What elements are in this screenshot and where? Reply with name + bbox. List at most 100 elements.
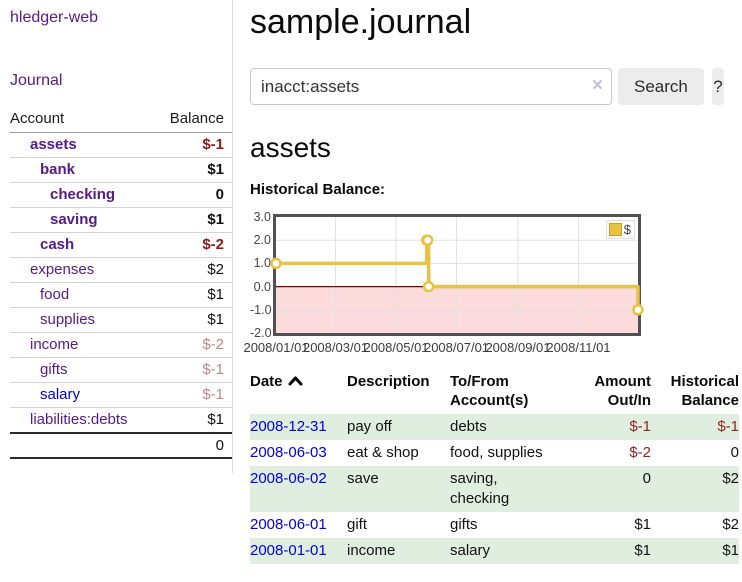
page-title: sample.journal [250,3,472,41]
search-bar: × Search ? [250,68,724,105]
account-balance: $1 [207,411,224,428]
register-accounts-cell: debts [450,418,487,435]
account-link-checking[interactable]: checking [50,186,116,203]
register-date-cell: 2008-06-03 [250,440,347,466]
column-header-date[interactable]: Date [250,370,347,414]
register-date-cell: 2008-01-01 [250,538,347,564]
register-row: 2008-12-31 pay off debts $-1 $-1 [250,414,739,440]
register-accounts-cell: gifts [450,516,478,533]
register-description-cell: save [347,470,379,487]
account-link-income[interactable]: income [30,336,79,353]
register-description-cell: income [347,542,396,559]
account-row: gifts $-1 [10,358,232,383]
account-balance: $1 [207,161,224,178]
y-tick-label: -1.0 [250,302,272,317]
account-heading: assets [250,132,331,163]
chart-plot-area[interactable]: $ [270,214,644,336]
column-header-description: Description [347,373,430,390]
accounts-table-header: Account Balance [10,107,232,133]
account-balance: $-1 [202,136,224,153]
register-description-cell: pay off [347,418,392,435]
account-row: expenses $2 [10,258,232,283]
x-tick-label: 2008/05/01 [363,340,429,355]
clear-search-icon[interactable]: × [591,75,603,96]
account-link-liabilities-debts[interactable]: liabilities:debts [30,411,128,428]
page: hledger-web Journal Account Balance asse… [0,0,739,564]
sidebar: hledger-web Journal Account Balance asse… [0,0,233,473]
accounts-total-value: 0 [215,437,224,454]
account-row: assets $-1 [10,133,232,158]
register-table: Date Description To/From Account(s) Amou… [250,370,739,564]
app-title-link[interactable]: hledger-web [10,9,99,26]
account-rows: assets $-1 bank $1 checking 0 saving $1 cash $-2 e… [10,133,232,433]
transaction-date-link[interactable]: 2008-06-01 [250,516,327,533]
help-button[interactable]: ? [711,68,724,105]
accounts-total-row: 0 [10,432,232,459]
historical-balance-chart: 3.0 2.0 1.0 0.0 -1.0 -2.0 $ 2008/01/01 2008/03… [243,207,724,355]
transaction-date-link[interactable]: 2008-06-03 [250,444,327,461]
register-row: 2008-06-01 gift gifts $1 $2 [250,512,739,538]
transaction-date-link[interactable]: 2008-06-02 [250,470,327,487]
account-link-salary[interactable]: salary [40,386,81,403]
register-balance-cell: $2 [722,470,739,487]
register-accounts-cell: food, supplies [450,444,543,461]
account-link-saving[interactable]: saving [50,211,98,228]
account-balance: $-2 [202,236,224,253]
register-amount-cell: $1 [634,516,651,533]
account-balance: $-2 [202,336,224,353]
register-balance-cell: $1 [722,542,739,559]
x-tick-label: 2008/03/01 [302,340,369,355]
register-description-cell: eat & shop [347,444,419,461]
register-balance-cell: $2 [722,516,739,533]
account-row: salary $-1 [10,383,232,408]
account-balance: $1 [207,311,224,328]
y-tick-label: -2.0 [250,326,272,340]
account-link-assets[interactable]: assets [30,136,77,153]
account-link-supplies[interactable]: supplies [40,311,96,328]
account-row: food $1 [10,283,232,308]
column-header-amount: Amount Out/In [594,373,651,409]
y-tick-label: 0.0 [253,279,271,294]
account-link-gifts[interactable]: gifts [40,361,68,378]
account-row: income $-2 [10,333,232,358]
account-row: cash $-2 [10,233,232,258]
x-tick-label: 2008/11/01 [546,340,611,355]
account-balance: $-1 [202,386,224,403]
sidebar-item-journal[interactable]: Journal [10,72,63,89]
y-tick-label: 2.0 [253,233,271,248]
account-row: supplies $1 [10,308,232,333]
account-row: liabilities:debts $1 [10,408,232,433]
x-tick-label: 2008/09/01 [485,340,551,355]
account-link-cash[interactable]: cash [40,236,75,253]
search-input[interactable] [250,68,612,105]
register-amount-cell: $-2 [629,444,651,461]
y-tick-label: 1.0 [253,256,271,271]
register-date-cell: 2008-06-01 [250,512,347,538]
legend-label: $ [623,222,631,237]
balance-column-header: Balance [169,110,224,127]
register-balance-cell: $-1 [717,418,739,435]
account-balance: 0 [215,186,224,203]
register-amount-cell: $-1 [629,418,651,435]
main-content: sample.journal × Search ? assets Histori… [243,0,739,564]
chart-title: Historical Balance: [250,181,386,198]
transaction-date-link[interactable]: 2008-01-01 [250,542,327,559]
column-header-accounts: To/From Account(s) [450,373,529,409]
register-accounts-cell: salary [450,542,491,559]
search-button[interactable]: Search [618,68,704,105]
account-row: bank $1 [10,158,232,183]
account-row: checking 0 [10,183,232,208]
account-link-food[interactable]: food [40,286,70,303]
register-body: 2008-12-31 pay off debts $-1 $-1 2008-06-03 ea… [250,414,739,564]
register-amount-cell: $1 [634,542,651,559]
account-link-bank[interactable]: bank [40,161,76,178]
account-balance: $1 [207,286,224,303]
legend-swatch-icon [608,223,622,236]
register-header-row: Date Description To/From Account(s) Amou… [250,370,739,414]
account-link-expenses[interactable]: expenses [30,261,95,278]
x-tick-label: 2008/07/01 [423,340,490,355]
register-date-cell: 2008-12-31 [250,414,347,440]
register-row: 2008-01-01 income salary $1 $1 [250,538,739,564]
y-tick-label: 3.0 [253,210,271,224]
transaction-date-link[interactable]: 2008-12-31 [250,418,327,435]
